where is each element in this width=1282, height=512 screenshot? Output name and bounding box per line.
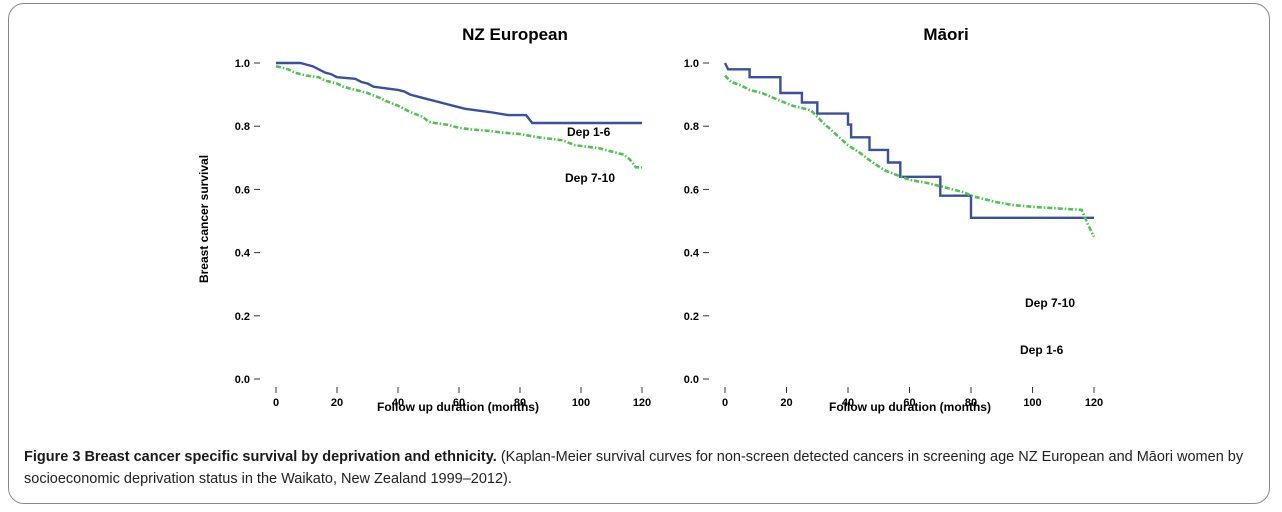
series-label-dep-7-10: Dep 7-10	[1025, 296, 1075, 310]
y-tick-label: 0.4	[235, 248, 251, 260]
x-tick-label: 60	[903, 397, 915, 409]
x-tick-label: 0	[722, 397, 728, 409]
chart-maori: Māori Follow up duration (months) 0.0 0.2…	[684, 25, 1103, 414]
x-tick-label: 120	[633, 397, 651, 409]
y-tick-label: 0.2	[235, 311, 250, 323]
x-tick-label: 120	[1085, 397, 1103, 409]
series-line-dep-1-6	[723, 62, 1094, 219]
y-tick-label: 0.8	[235, 121, 250, 133]
figure-frame	[8, 3, 1270, 504]
figure-title: Breast cancer specific survival by depri…	[84, 449, 497, 465]
figure-charts: NZ European Breast cancer survival Follo…	[197, 25, 1103, 414]
x-tick-label: 60	[453, 397, 465, 409]
x-tick-label: 80	[514, 397, 526, 409]
chart-nz-european: NZ European Breast cancer survival Follo…	[197, 25, 651, 414]
figure-number: Figure 3	[24, 449, 81, 465]
y-tick-label: 0.0	[235, 374, 250, 386]
x-tick-label: 40	[392, 397, 404, 409]
x-tick-label: 100	[572, 397, 590, 409]
y-tick-label: 0.0	[684, 374, 699, 386]
y-tick-label: 0.6	[235, 184, 250, 196]
y-tick-label: 1.0	[235, 58, 250, 70]
series-line-dep-7-10	[275, 64, 642, 169]
series-label-dep-7-10: Dep 7-10	[565, 171, 615, 185]
series-label-dep-1-6: Dep 1-6	[1020, 343, 1064, 357]
x-tick-label: 20	[780, 397, 792, 409]
x-tick-label: 100	[1023, 397, 1041, 409]
x-tick-label: 40	[842, 397, 854, 409]
y-tick-label: 0.6	[684, 184, 699, 196]
y-tick-label: 1.0	[684, 58, 699, 70]
series-line-dep-1-6	[276, 61, 642, 125]
x-axis-label: Follow up duration (months)	[377, 400, 539, 414]
y-axis-label: Breast cancer survival	[197, 155, 211, 283]
y-tick-label: 0.8	[684, 121, 699, 133]
y-tick-label: 0.2	[684, 311, 699, 323]
series-label-dep-1-6: Dep 1-6	[567, 125, 611, 139]
chart-title: Māori	[923, 25, 968, 44]
x-tick-label: 0	[273, 397, 279, 409]
x-axis-label: Follow up duration (months)	[829, 400, 991, 414]
figure-caption: Figure 3 Breast cancer specific survival…	[24, 446, 1254, 490]
x-tick-label: 80	[965, 397, 977, 409]
series-line-dep-7-10	[724, 74, 1096, 238]
figure-description: (Kaplan-Meier survival curves for non-sc…	[24, 449, 1244, 487]
x-tick-label: 20	[331, 397, 343, 409]
chart-title: NZ European	[462, 25, 568, 44]
y-tick-label: 0.4	[684, 248, 700, 260]
